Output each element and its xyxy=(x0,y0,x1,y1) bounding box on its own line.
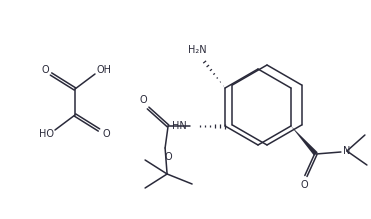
Text: OH: OH xyxy=(96,65,112,75)
Text: O: O xyxy=(164,152,172,162)
Polygon shape xyxy=(291,126,318,156)
Text: H₂N: H₂N xyxy=(188,45,206,55)
Text: HO: HO xyxy=(39,129,53,139)
Text: O: O xyxy=(139,95,147,105)
Text: O: O xyxy=(300,180,308,190)
Text: O: O xyxy=(41,65,49,75)
Text: HN: HN xyxy=(172,121,187,131)
Text: O: O xyxy=(102,129,110,139)
Text: N: N xyxy=(343,146,351,156)
